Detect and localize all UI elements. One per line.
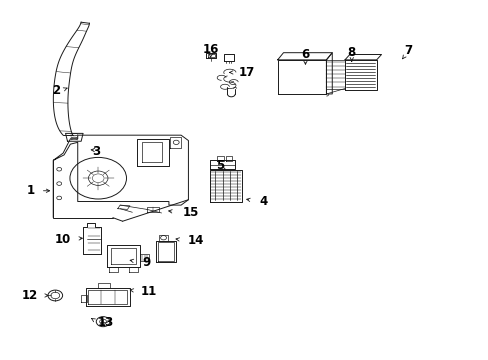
- Ellipse shape: [160, 235, 166, 240]
- Text: 5: 5: [216, 159, 224, 172]
- Text: 3: 3: [92, 145, 101, 158]
- Ellipse shape: [57, 167, 61, 171]
- Ellipse shape: [173, 140, 179, 144]
- Text: 12: 12: [22, 289, 38, 302]
- Text: 11: 11: [141, 285, 157, 298]
- Ellipse shape: [100, 319, 106, 324]
- Ellipse shape: [96, 317, 110, 327]
- Text: 15: 15: [182, 207, 199, 220]
- Text: 6: 6: [301, 48, 309, 61]
- Text: 17: 17: [238, 66, 254, 79]
- Text: 14: 14: [187, 234, 203, 247]
- Text: 1: 1: [27, 184, 35, 197]
- Ellipse shape: [57, 196, 61, 200]
- Ellipse shape: [88, 171, 108, 185]
- Text: 9: 9: [142, 256, 150, 269]
- Ellipse shape: [48, 290, 62, 301]
- Text: 10: 10: [55, 233, 71, 246]
- Ellipse shape: [92, 174, 104, 183]
- Text: 13: 13: [97, 316, 113, 329]
- Ellipse shape: [70, 157, 126, 199]
- Text: 2: 2: [52, 84, 60, 97]
- Text: 16: 16: [203, 42, 219, 55]
- Text: 8: 8: [347, 46, 355, 59]
- Text: 4: 4: [259, 195, 267, 208]
- Ellipse shape: [57, 182, 61, 185]
- Text: 7: 7: [403, 44, 411, 57]
- Ellipse shape: [51, 292, 60, 299]
